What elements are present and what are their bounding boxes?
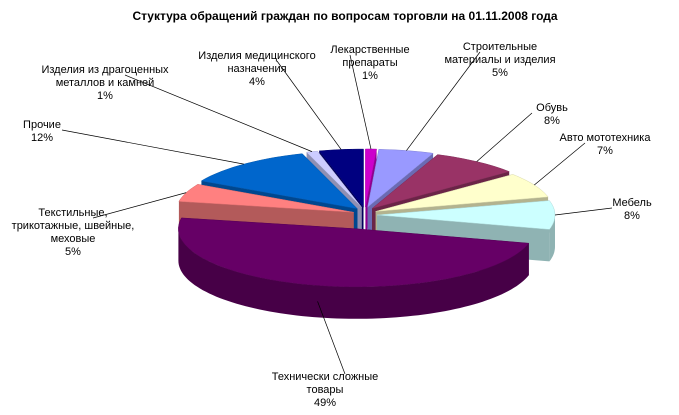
- value-label: 8%: [624, 210, 640, 222]
- label-line: Обувь: [536, 102, 568, 114]
- leader-line: [349, 54, 372, 150]
- label-line: назначения: [227, 63, 286, 75]
- value-label: 49%: [314, 397, 336, 409]
- label-line: Технически сложные: [272, 371, 379, 383]
- slice-wall: [178, 228, 529, 319]
- label-line: препараты: [342, 57, 397, 69]
- slice-label: Обувь: [536, 102, 568, 114]
- slice-label: Изделия медицинского назначения: [198, 50, 315, 75]
- label-line: Прочие: [23, 119, 61, 131]
- label-line: Изделия из драгоценных: [41, 64, 169, 76]
- slice-label: Технически сложные товары: [272, 371, 379, 396]
- leader-line: [61, 129, 244, 165]
- label-line: материалы и изделия: [444, 54, 555, 66]
- slice-wall: [549, 215, 555, 262]
- leader-line: [534, 142, 586, 186]
- slice-label: Авто мототехника: [560, 132, 652, 144]
- value-label: 5%: [65, 246, 81, 258]
- chart-title: Стуктура обращений граждан по вопросам т…: [132, 9, 557, 23]
- slice-label: Мебель: [612, 197, 652, 209]
- leader-line: [317, 301, 346, 375]
- value-label: 1%: [97, 90, 113, 102]
- label-line: Лекарственные: [330, 44, 409, 56]
- value-label: 4%: [249, 76, 265, 88]
- slice-label: Изделия из драгоценных металлов и камней: [41, 64, 169, 89]
- leader-line: [476, 112, 533, 162]
- label-line: Текстильные,: [38, 207, 107, 219]
- slice-label: Строительные материалы и изделия: [444, 41, 555, 66]
- slice-label: Лекарственные препараты: [330, 44, 409, 69]
- value-label: 7%: [597, 145, 613, 157]
- value-label: 8%: [544, 115, 560, 127]
- slice: [178, 217, 530, 319]
- value-label: 5%: [492, 67, 508, 79]
- slice-label: Текстильные, трикотажные, швейные, меховые: [12, 207, 135, 245]
- label-line: товары: [307, 384, 344, 396]
- slice-top: [178, 217, 530, 288]
- label-line: Строительные: [463, 41, 537, 53]
- label-line: Изделия медицинского: [198, 50, 315, 62]
- slice-top: [200, 153, 359, 210]
- leader-line: [124, 74, 313, 152]
- slice-label: Прочие: [23, 119, 61, 131]
- leader-line: [406, 51, 481, 151]
- label-line: трикотажные, швейные,: [12, 220, 135, 232]
- value-label: 12%: [31, 132, 53, 144]
- leader-line: [92, 192, 187, 219]
- label-line: Авто мототехника: [560, 132, 652, 144]
- leader-line: [554, 207, 613, 216]
- label-line: Мебель: [612, 197, 652, 209]
- value-label: 1%: [362, 70, 378, 82]
- slice-top: [367, 149, 434, 208]
- label-line: меховые: [51, 233, 96, 245]
- label-line: металлов и камней: [56, 77, 155, 89]
- leader-line: [276, 60, 342, 150]
